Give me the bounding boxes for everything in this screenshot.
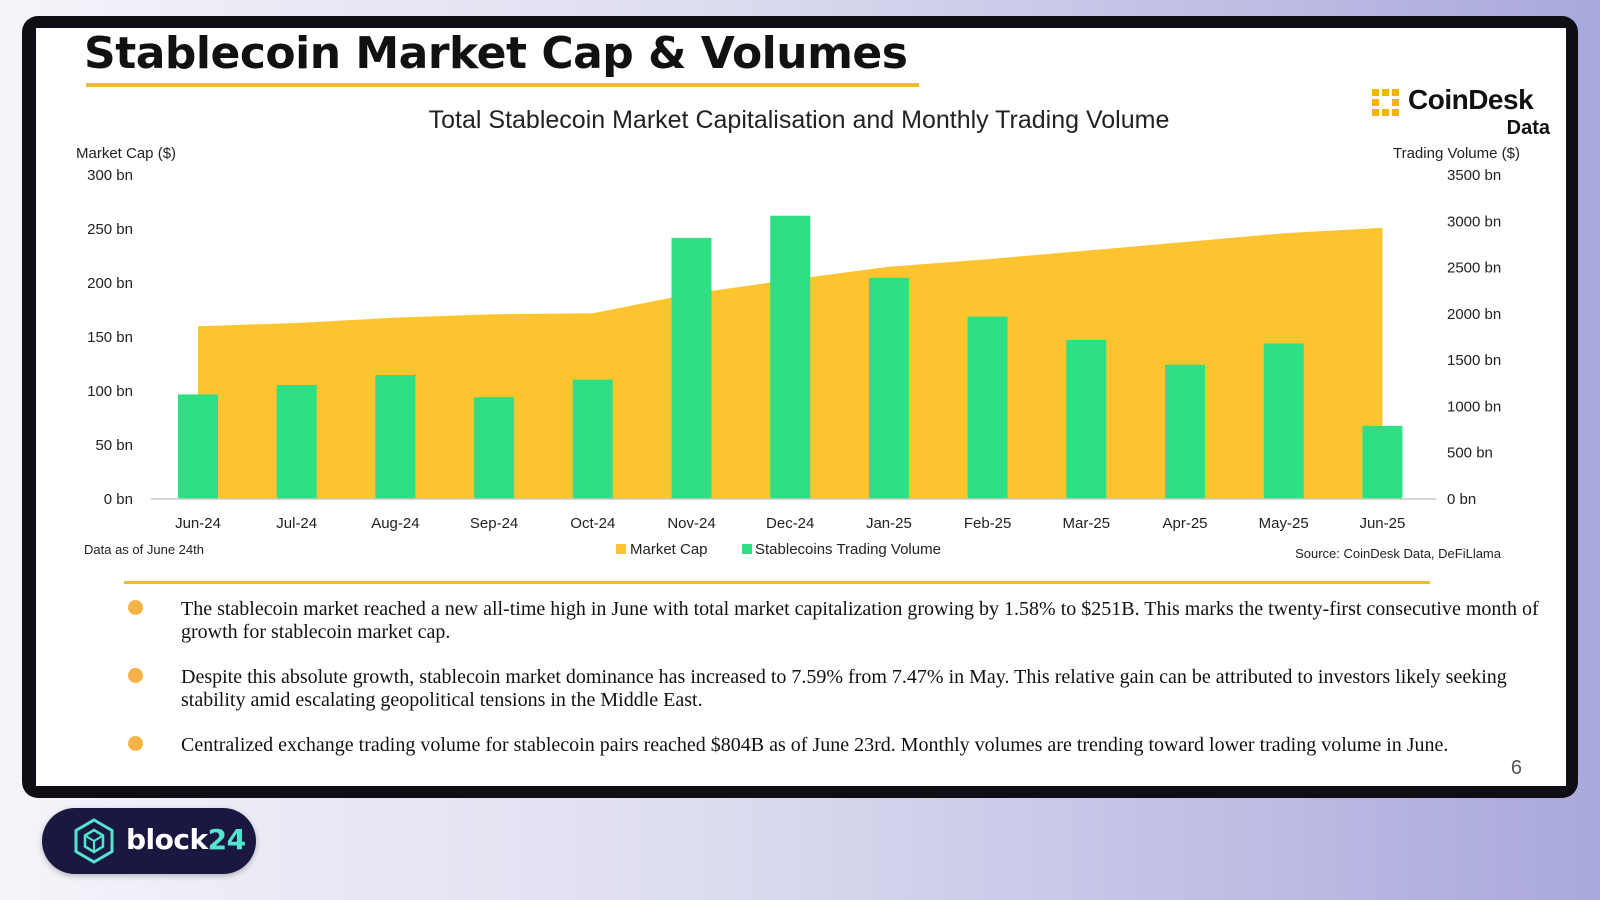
y-left-tick-label: 50 bn <box>95 437 133 454</box>
legend-swatch-trading-volume <box>742 544 752 554</box>
volume-bar <box>1165 364 1205 499</box>
x-tick-label: Oct-24 <box>570 515 615 532</box>
chart-title: Total Stablecoin Market Capitalisation a… <box>429 106 1170 134</box>
y-right-tick-label: 2500 bn <box>1447 260 1501 277</box>
y-left-tick-label: 150 bn <box>87 329 133 346</box>
coindesk-mark-icon <box>1372 89 1399 116</box>
x-tick-label: Feb-25 <box>964 515 1012 532</box>
chart-source: Source: CoinDesk Data, DeFiLlama <box>1295 546 1502 561</box>
volume-bar <box>1263 343 1304 499</box>
bullet-text: Centralized exchange trading volume for … <box>181 734 1449 756</box>
chart-legend: Market Cap Stablecoins Trading Volume <box>616 541 941 558</box>
bullet-item: The stablecoin market reached a new all-… <box>128 598 1548 644</box>
y-right-tick-label: 3500 bn <box>1447 167 1501 184</box>
stablecoin-chart: Total Stablecoin Market Capitalisation a… <box>76 106 1520 561</box>
volume-bar <box>375 375 416 499</box>
bullet-dot-icon <box>128 600 143 615</box>
title-underline <box>86 83 919 87</box>
x-tick-label: Jun-25 <box>1359 515 1405 532</box>
page-number: 6 <box>1510 757 1522 779</box>
brand-name: CoinDesk <box>1408 84 1534 115</box>
bullet-dot-icon <box>128 668 143 683</box>
logo-name-prefix: block <box>126 823 208 856</box>
x-tick-label: Apr-25 <box>1162 515 1207 532</box>
x-tick-label: Mar-25 <box>1063 515 1111 532</box>
x-tick-label: Jan-25 <box>866 515 912 532</box>
block24-logo: block24 <box>42 808 256 874</box>
slide-title: Stablecoin Market Cap & Volumes <box>84 28 908 79</box>
y-right-axis-label: Trading Volume ($) <box>1393 145 1520 162</box>
y-right-tick-label: 0 bn <box>1447 491 1476 508</box>
bullet-dot-icon <box>128 736 143 751</box>
bullet-item: Centralized exchange trading volume for … <box>128 734 1548 757</box>
volume-bar <box>474 397 515 499</box>
x-tick-label: Aug-24 <box>371 515 419 532</box>
y-left-tick-label: 300 bn <box>87 167 133 184</box>
y-right-tick-label: 1500 bn <box>1447 352 1501 369</box>
x-tick-label: May-25 <box>1259 515 1309 532</box>
x-tick-label: Dec-24 <box>766 515 814 532</box>
legend-swatch-market-cap <box>616 544 626 554</box>
x-tick-label: Nov-24 <box>667 515 715 532</box>
slide: Stablecoin Market Cap & Volumes CoinDesk… <box>36 28 1566 786</box>
logo-name-suffix: 24 <box>207 823 246 856</box>
legend-label-market-cap: Market Cap <box>630 541 708 558</box>
legend-label-trading-volume: Stablecoins Trading Volume <box>755 541 941 558</box>
volume-bar <box>276 385 317 499</box>
x-tick-label: Jul-24 <box>276 515 317 532</box>
y-left-tick-label: 200 bn <box>87 275 133 292</box>
y-left-axis-label: Market Cap ($) <box>76 145 176 162</box>
y-right-tick-label: 500 bn <box>1447 445 1493 462</box>
data-note: Data as of June 24th <box>84 542 204 557</box>
x-tick-label: Jun-24 <box>175 515 221 532</box>
block24-wordmark: block24 <box>126 823 246 856</box>
volume-bar <box>572 379 613 499</box>
y-left-tick-label: 0 bn <box>104 491 133 508</box>
bullet-item: Despite this absolute growth, stablecoin… <box>128 666 1548 712</box>
footer-divider <box>124 581 1430 584</box>
y-right-tick-label: 3000 bn <box>1447 213 1501 230</box>
coindesk-data-logo: CoinDesk Data <box>1370 84 1550 144</box>
volume-bar <box>178 394 218 499</box>
bullet-text: The stablecoin market reached a new all-… <box>181 598 1539 643</box>
y-left-tick-label: 100 bn <box>87 383 133 400</box>
volume-bar <box>868 277 909 499</box>
bullet-text: Despite this absolute growth, stablecoin… <box>181 666 1507 711</box>
x-tick-label: Sep-24 <box>470 515 518 532</box>
volume-bar <box>967 316 1008 499</box>
y-right-tick-label: 1000 bn <box>1447 398 1501 415</box>
volume-bar <box>1066 339 1107 499</box>
brand-sub: Data <box>1506 117 1550 139</box>
hexagon-cube-icon <box>74 818 114 864</box>
volume-bar <box>671 237 712 499</box>
bullet-list: The stablecoin market reached a new all-… <box>128 598 1548 757</box>
volume-bar <box>1362 425 1403 499</box>
y-right-tick-label: 2000 bn <box>1447 306 1501 323</box>
volume-bar <box>770 215 811 499</box>
y-left-tick-label: 250 bn <box>87 221 133 238</box>
